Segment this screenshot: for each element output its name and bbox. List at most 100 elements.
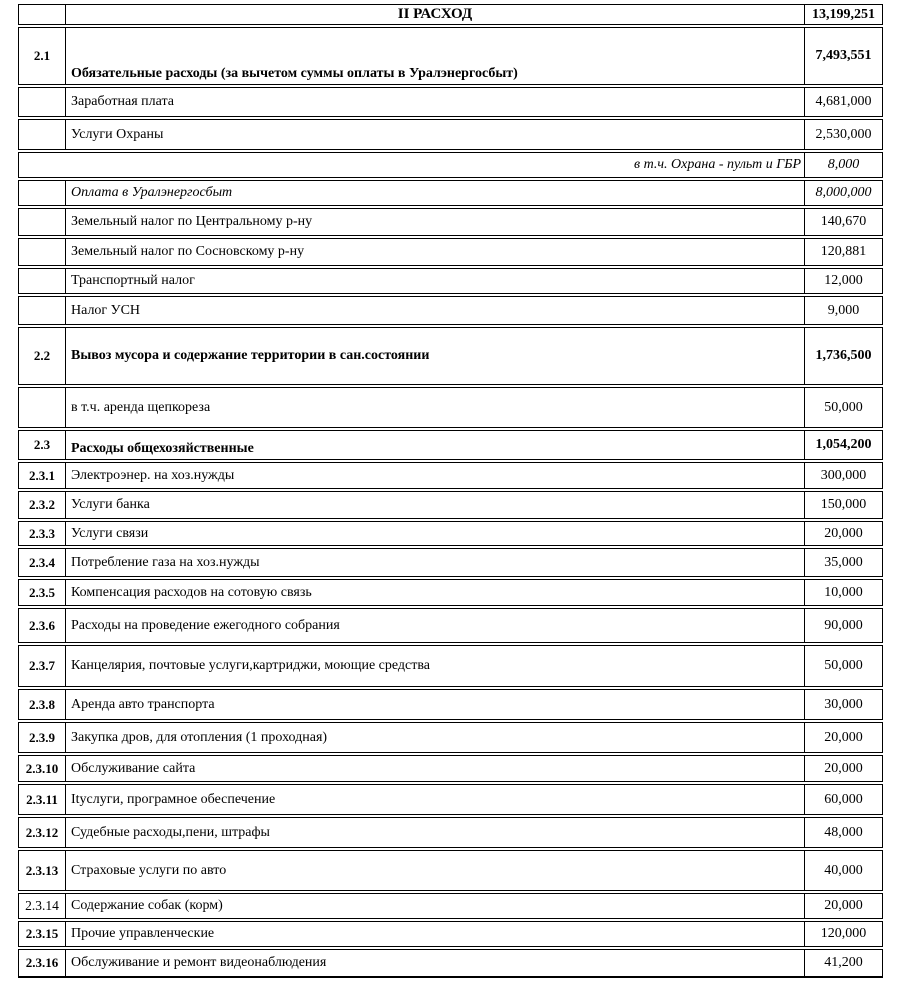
table-row: 2.3.16 Обслуживание и ремонт видеонаблюде…	[18, 949, 883, 979]
row-value: 20,000	[824, 760, 863, 776]
row-label: Обслуживание сайта	[71, 760, 196, 776]
row-number: 2.3.8	[29, 696, 55, 712]
row-label-cell: Канцелярия, почтовые услуги,картриджи, м…	[66, 646, 805, 687]
row-number-cell: 2.3.3	[19, 522, 66, 546]
row-value: 41,200	[824, 955, 863, 971]
row-value: 40,000	[824, 862, 863, 878]
row-number-cell	[19, 88, 66, 117]
row-value-cell: 140,670	[805, 209, 882, 235]
row-label-cell: Обслуживание сайта	[66, 756, 805, 782]
row-label-cell: Расходы на проведение ежегодного собрани…	[66, 609, 805, 643]
row-label: Канцелярия, почтовые услуги,картриджи, м…	[71, 658, 431, 674]
row-label-cell: Обязательные расходы (за вычетом суммы о…	[66, 28, 805, 85]
row-number-cell: 2.3.13	[19, 851, 66, 891]
row-number-cell	[19, 269, 66, 294]
table-row: 2.3.2 Услуги банка 150,000	[18, 491, 883, 520]
table-row: Услуги Охраны 2,530,000	[18, 119, 883, 151]
row-number-cell: 2.3.9	[19, 723, 66, 753]
row-number: 2.3.3	[29, 525, 55, 541]
row-number-cell: 2.3.4	[19, 549, 66, 577]
row-value-cell: 4,681,000	[805, 88, 882, 116]
row-number-cell: 2.3.1	[19, 463, 66, 489]
row-number: 2.3.2	[29, 497, 55, 513]
row-number-cell: 2.3.7	[19, 646, 66, 687]
row-label-cell: в т.ч. аренда щепкореза	[66, 388, 805, 428]
row-label-cell: Расходы общехозяйственные	[66, 431, 805, 460]
row-number-cell: 2.3.11	[19, 785, 66, 815]
row-value-cell: 8,000	[805, 153, 882, 177]
row-value-cell: 35,000	[805, 549, 882, 576]
row-number: 2.3	[33, 437, 51, 453]
table-row: Земельный налог по Сосновскому р-ну 120,8…	[18, 238, 883, 267]
row-label: Аренда авто транспорта	[71, 696, 215, 712]
row-number: 2.3.15	[25, 926, 59, 942]
row-value: 300,000	[820, 467, 867, 483]
row-value-cell: 48,000	[805, 818, 882, 847]
section-title-cell: II РАСХОД	[66, 5, 805, 25]
row-value-cell: 2,530,000	[805, 120, 882, 149]
row-value: 4,681,000	[815, 94, 872, 110]
row-label: Заработная плата	[71, 94, 174, 110]
row-label-cell: Компенсация расходов на сотовую связь	[66, 580, 805, 606]
table-row: Налог УСН 9,000	[18, 296, 883, 326]
row-value: 2,530,000	[815, 126, 872, 142]
row-value: 1,736,500	[815, 348, 872, 364]
row-number: 2.3.5	[29, 584, 55, 600]
row-label: Потребление газа на хоз.нужды	[71, 554, 260, 570]
table-row: 2.3.14 Содержание собак (корм) 20,000	[18, 893, 883, 920]
row-label-cell: Земельный налог по Сосновскому р-ну	[66, 239, 805, 266]
row-label: Закупка дров, для отопления (1 проходная…	[71, 729, 328, 745]
row-value-cell: 1,736,500	[805, 328, 882, 384]
table-row: Транспортный налог 12,000	[18, 268, 883, 295]
table-row: 2.3.12 Судебные расходы,пени, штрафы 48,00…	[18, 817, 883, 849]
row-value: 90,000	[824, 617, 863, 633]
row-number-cell: 2.3	[19, 431, 66, 460]
row-value: 10,000	[824, 584, 863, 600]
table-row: в т.ч. аренда щепкореза 50,000	[18, 387, 883, 429]
row-number-cell	[19, 239, 66, 266]
row-number-cell: 2.3.14	[19, 894, 66, 919]
row-value-cell: 60,000	[805, 785, 882, 814]
row-label-cell: Страховые услуги по авто	[66, 851, 805, 891]
table-row: 2.3.1 Электроэнер. на хоз.нужды 300,000	[18, 462, 883, 490]
row-label-cell: Услуги банка	[66, 492, 805, 519]
row-value: 48,000	[824, 824, 863, 840]
row-label: Услуги связи	[71, 525, 149, 541]
row-value-cell: 150,000	[805, 492, 882, 518]
row-value: 120,881	[820, 244, 867, 260]
row-label: Земельный налог по Центральному р-ну	[71, 214, 313, 230]
row-number: 2.3.4	[29, 554, 55, 570]
row-number: 2.3.13	[25, 862, 59, 878]
row-value: 140,670	[820, 214, 867, 230]
row-label-cell: Прочие управленческие	[66, 922, 805, 947]
row-value: 50,000	[824, 399, 863, 415]
row-label-cell: Закупка дров, для отопления (1 проходная…	[66, 723, 805, 753]
expense-table: II РАСХОД 13,199,251 2.1 Обязательные расх…	[18, 4, 883, 979]
table-row: 2.3.13 Страховые услуги по авто 40,000	[18, 850, 883, 892]
table-row: 2.3.7 Канцелярия, почтовые услуги,картрид…	[18, 645, 883, 688]
row-label-cell: Вывоз мусора и содержание территории в с…	[66, 328, 805, 385]
row-label: Обслуживание и ремонт видеонаблюдения	[71, 955, 327, 971]
row-label: Услуги Охраны	[71, 126, 164, 142]
row-label: в т.ч. Охрана - пульт и ГБР	[634, 157, 801, 173]
row-label-cell: Транспортный налог	[66, 269, 805, 294]
row-label: Земельный налог по Сосновскому р-ну	[71, 244, 305, 260]
row-label: Оплата в Уралэнергосбыт	[71, 185, 233, 201]
table-row: 2.3.6 Расходы на проведение ежегодного со…	[18, 608, 883, 644]
row-number-cell: 2.3.12	[19, 818, 66, 848]
row-number-cell	[19, 5, 66, 25]
section-total-cell: 13,199,251	[805, 5, 882, 24]
row-number-cell: 2.3.15	[19, 922, 66, 947]
row-label-cell: Содержание собак (корм)	[66, 894, 805, 919]
row-label: Обязательные расходы (за вычетом суммы о…	[71, 66, 518, 82]
table-row: 2.3.8 Аренда авто транспорта 30,000	[18, 689, 883, 721]
row-value-cell: 20,000	[805, 522, 882, 545]
table-row: 2.3.9 Закупка дров, для отопления (1 прох…	[18, 722, 883, 754]
table-row: Заработная плата 4,681,000	[18, 87, 883, 118]
row-value: 60,000	[824, 791, 863, 807]
row-number: 2.2	[33, 348, 51, 364]
row-label-cell: Налог УСН	[66, 297, 805, 325]
row-number-cell	[19, 209, 66, 236]
row-label: Прочие управленческие	[71, 926, 215, 942]
row-value-cell: 10,000	[805, 580, 882, 605]
